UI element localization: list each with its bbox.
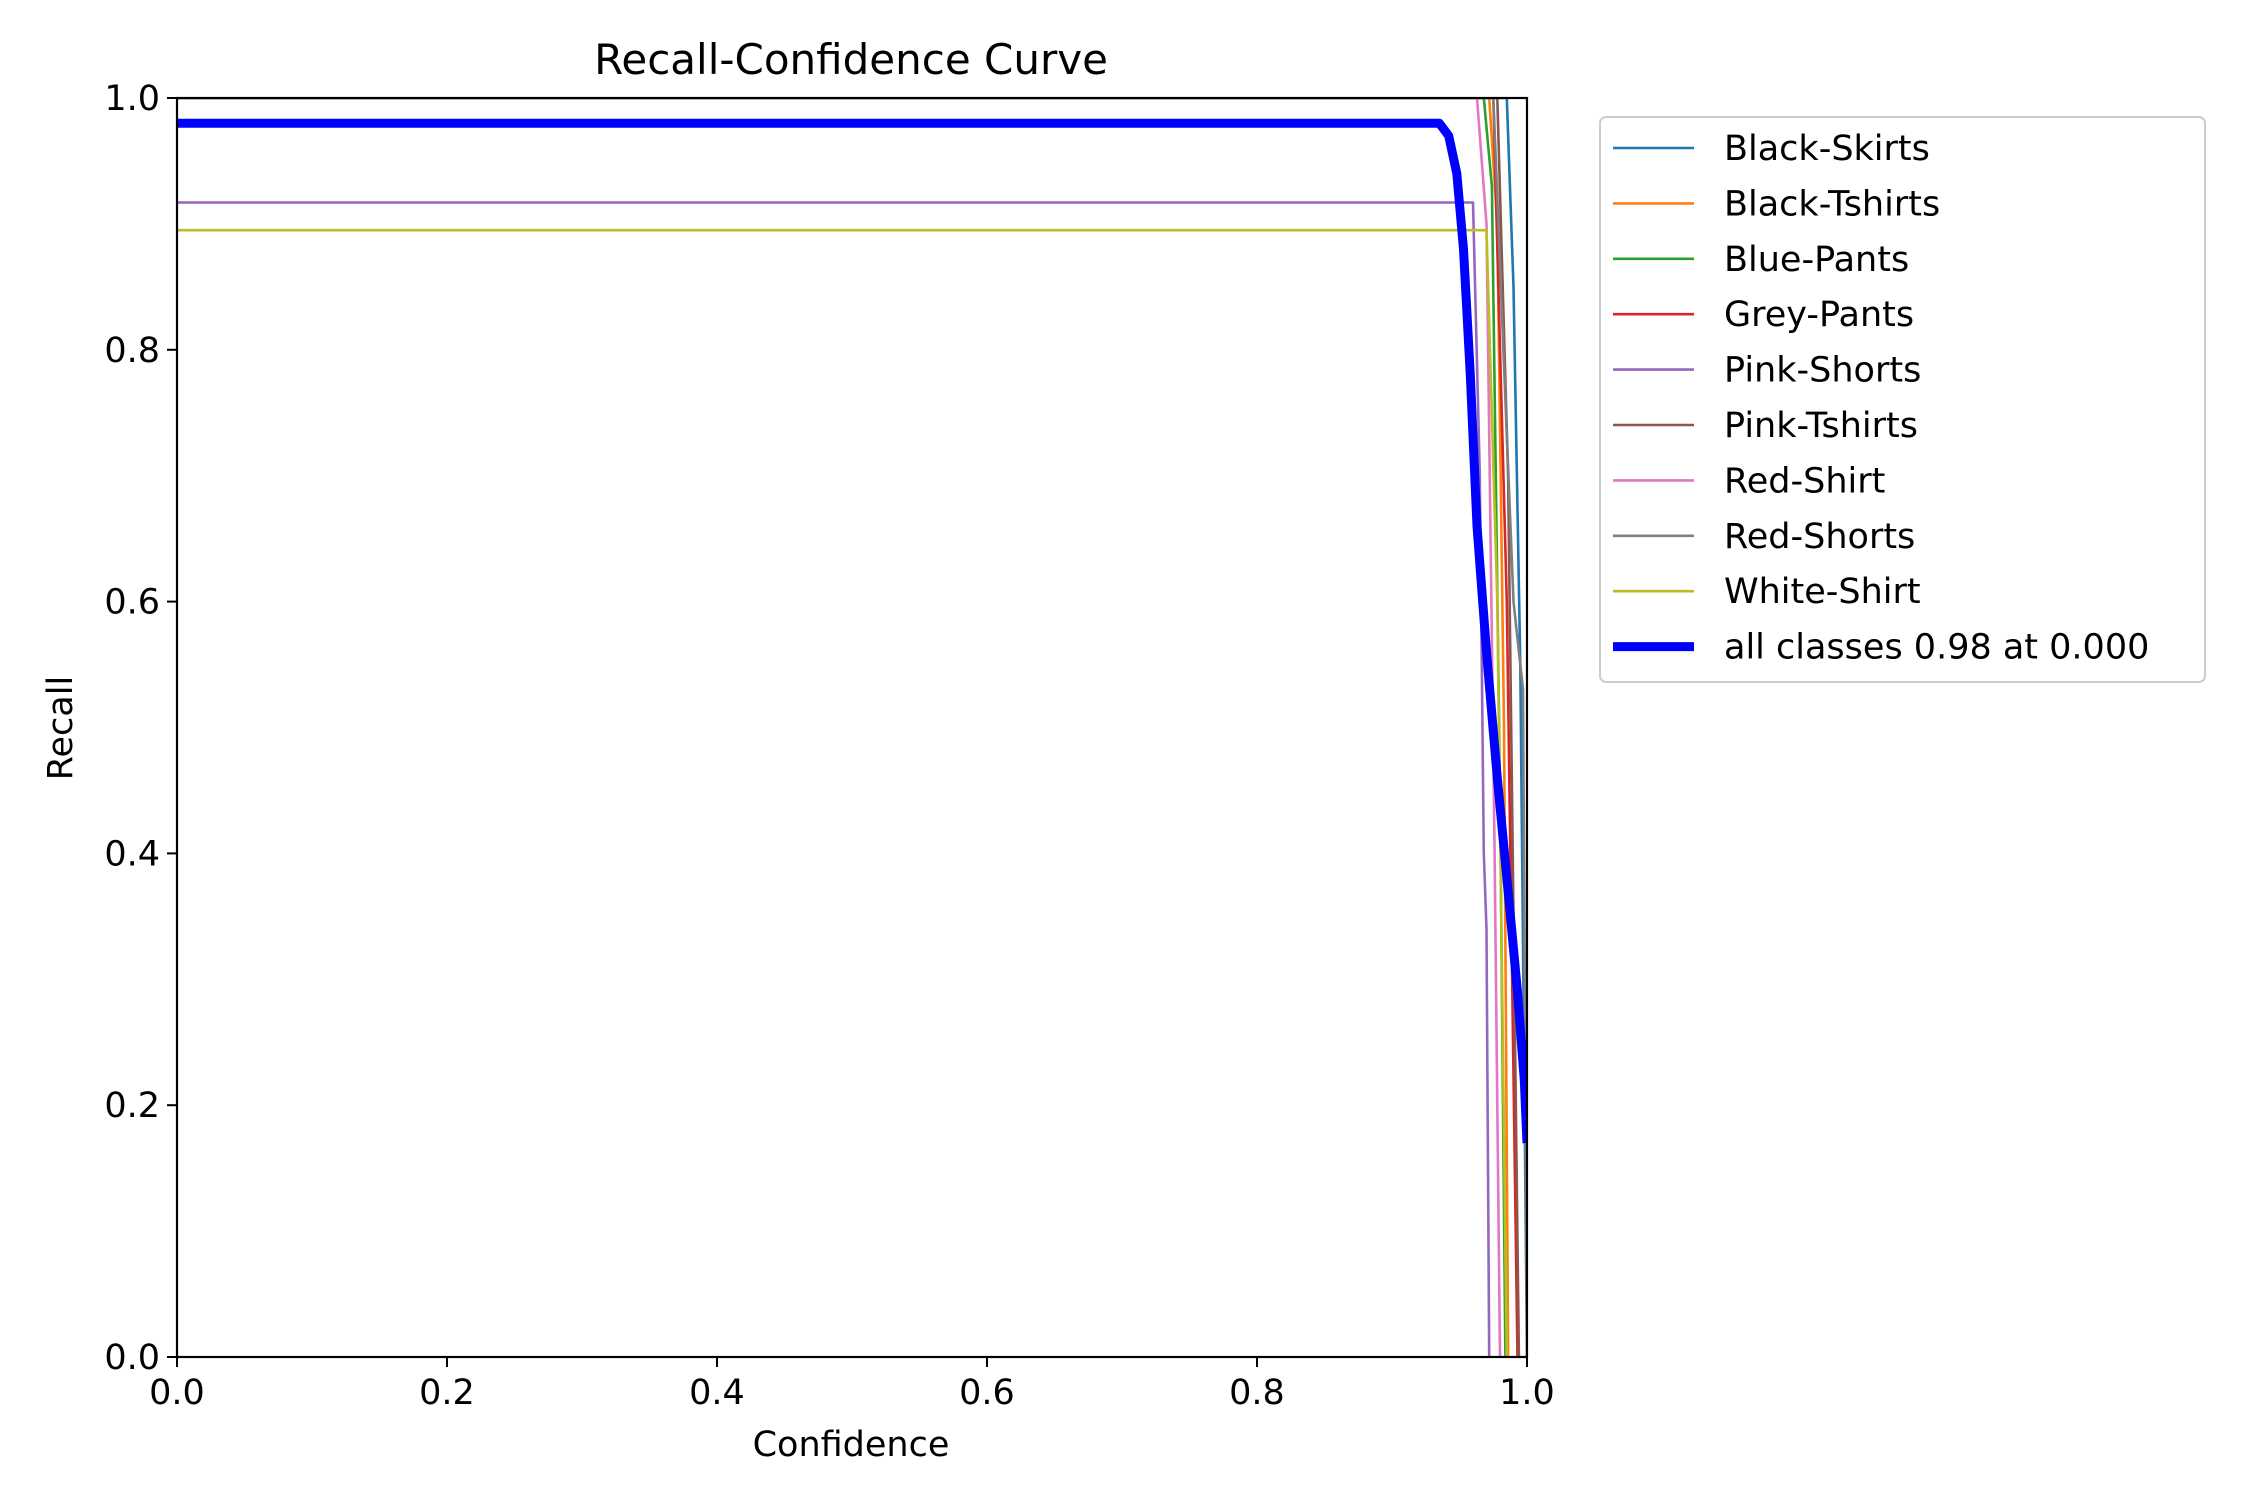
y-tick-label: 1.0 bbox=[104, 79, 160, 119]
legend-label: Black-Skirts bbox=[1724, 129, 1930, 169]
plot-frame bbox=[175, 96, 1529, 1359]
legend-box bbox=[1599, 116, 2206, 683]
y-tick-label: 0.2 bbox=[104, 1086, 160, 1126]
x-tick-label: 0.6 bbox=[959, 1373, 1015, 1413]
plot-area bbox=[177, 98, 1527, 1357]
legend-label: Red-Shorts bbox=[1724, 517, 1915, 557]
x-axis-label: Confidence bbox=[753, 1425, 950, 1465]
legend-label: Blue-Pants bbox=[1724, 240, 1909, 280]
legend-label: Grey-Pants bbox=[1724, 295, 1914, 335]
y-tick-label: 0.0 bbox=[104, 1338, 160, 1378]
x-tick-label: 0.2 bbox=[419, 1373, 475, 1413]
axes: 0.0 0.2 0.4 0.6 0.8 1.0 0.0 0.2 0.4 0.6 0.8 1.0 bbox=[104, 79, 1555, 1413]
series-line-9 bbox=[177, 118, 1527, 1144]
y-tick-label: 0.6 bbox=[104, 583, 160, 623]
legend-label: White-Shirt bbox=[1724, 572, 1921, 612]
chart-title: Recall-Confidence Curve bbox=[594, 35, 1108, 84]
legend-label: Pink-Tshirts bbox=[1724, 406, 1918, 446]
series-line-6 bbox=[177, 98, 1502, 1357]
x-tick-label: 1.0 bbox=[1499, 1373, 1555, 1413]
legend-label: Pink-Shorts bbox=[1724, 351, 1921, 391]
y-tick-label: 0.4 bbox=[104, 834, 160, 874]
x-tick-label: 0.4 bbox=[689, 1373, 745, 1413]
series-line-7 bbox=[177, 98, 1527, 1357]
legend: Black-Skirts Black-Tshirts Blue-Pants Grey-… bbox=[1599, 116, 2206, 683]
y-tick-label: 0.8 bbox=[104, 331, 160, 371]
series-lines bbox=[177, 98, 1527, 1357]
legend-label: all classes 0.98 at 0.000 bbox=[1724, 628, 2149, 668]
legend-label: Black-Tshirts bbox=[1724, 184, 1940, 224]
x-tick-label: 0.8 bbox=[1229, 1373, 1285, 1413]
x-tick-label: 0.0 bbox=[149, 1373, 205, 1413]
series-line-8 bbox=[177, 228, 1509, 1357]
series-line-4 bbox=[177, 201, 1491, 1357]
y-axis-label: Recall bbox=[41, 676, 81, 780]
series-line-0 bbox=[177, 98, 1527, 1357]
legend-label: Red-Shirt bbox=[1724, 461, 1885, 501]
